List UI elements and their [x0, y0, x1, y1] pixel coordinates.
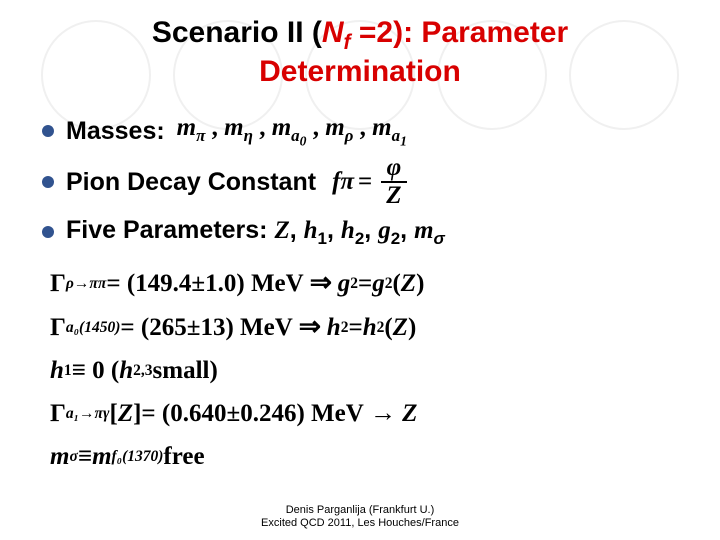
bullet-dot-icon [42, 176, 54, 188]
bullet-five-params: Five Parameters: Z, h1, h2, g2, mσ [42, 216, 684, 249]
double-arrow-icon: ⇒ [299, 312, 321, 342]
bullet-pion-label: Pion Decay Constant [66, 168, 316, 197]
eq-rho-pipi: Γρ→ππ = (149.4 ± 1.0) MeV ⇒ g2 = g2(Z) [50, 269, 684, 299]
fpi-formula: fπ = φ Z [332, 155, 412, 210]
title-line2: Determination [259, 55, 461, 88]
bullet-masses-label: Masses: [66, 117, 165, 146]
double-arrow-icon: ⇒ [310, 268, 332, 298]
equations-block: Γρ→ππ = (149.4 ± 1.0) MeV ⇒ g2 = g2(Z) Γ… [36, 269, 684, 471]
eq-h1-zero: h1 ≡ 0 (h2,3 small) [50, 357, 684, 385]
bullet-masses: Masses: mπ , mη , ma0 , mρ , ma1 [42, 114, 684, 149]
slide-title: Scenario II (Nf =2): Parameter Determina… [36, 16, 684, 90]
bullet-dot-icon [42, 226, 54, 238]
eq-msigma: mσ ≡ mf₀(1370) free [50, 443, 684, 471]
title-red-rest: =2): Parameter [351, 16, 569, 49]
eq-a1-pigamma: Γa₁→πγ[Z] = (0.640 ± 0.246) MeV → Z [50, 399, 684, 429]
title-part-black: Scenario II ( [152, 16, 322, 49]
title-nf-n: N [322, 16, 344, 49]
eq-a0-1450: Γa₀(1450) = (265 ± 13) MeV ⇒ h2 = h2(Z) [50, 313, 684, 343]
slide-footer: Denis Parganlija (Frankfurt U.) Excited … [0, 504, 720, 530]
footer-line1: Denis Parganlija (Frankfurt U.) [0, 504, 720, 517]
footer-line2: Excited QCD 2011, Les Houches/France [0, 517, 720, 530]
title-nf-f: f [344, 31, 351, 54]
masses-formula: mπ , mη , ma0 , mρ , ma1 [177, 114, 407, 149]
right-arrow-icon: → [370, 398, 396, 428]
slide-content: Scenario II (Nf =2): Parameter Determina… [0, 0, 720, 471]
bullet-params-text: Five Parameters: Z, h1, h2, g2, mσ [66, 216, 445, 249]
bullet-pion-decay: Pion Decay Constant fπ = φ Z [42, 155, 684, 210]
bullet-dot-icon [42, 125, 54, 137]
bullet-list: Masses: mπ , mη , ma0 , mρ , ma1 Pion De… [36, 114, 684, 249]
